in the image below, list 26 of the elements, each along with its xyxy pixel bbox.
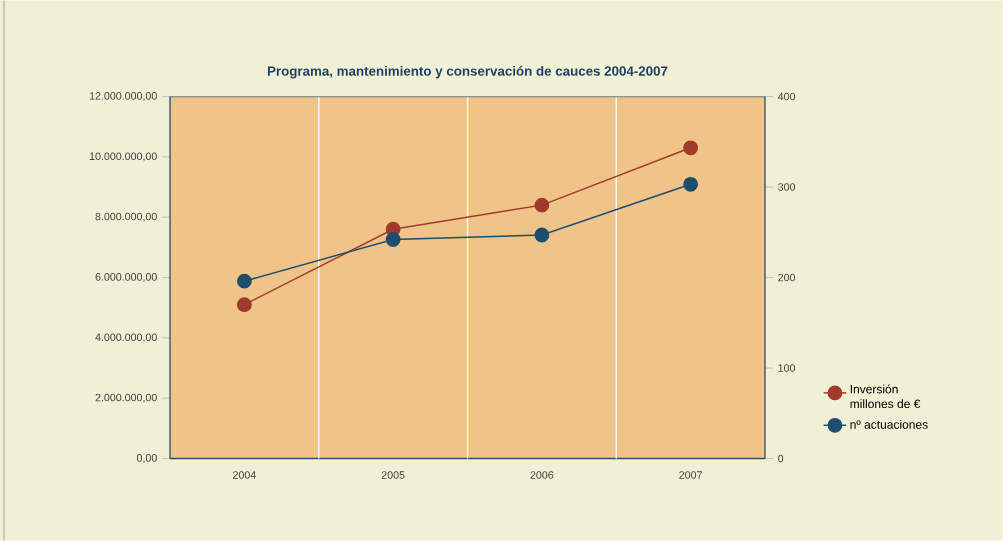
legend-label: Inversión millones de €	[850, 384, 921, 409]
point	[534, 197, 550, 213]
point	[683, 140, 699, 156]
y-tick-label: 4.000.000,00	[95, 333, 157, 343]
y-tick-label: 12.000.000,00	[89, 92, 157, 101]
point	[534, 227, 550, 243]
point	[236, 297, 252, 313]
point	[683, 176, 699, 192]
y-tick-label: 6.000.000,00	[95, 273, 157, 282]
y2-tick-label: 100	[778, 364, 796, 372]
point	[236, 273, 252, 289]
x-tick-label: 2005	[381, 471, 405, 479]
y-tick-label: 0,00	[136, 454, 157, 463]
x-tick-label: 2004	[233, 471, 256, 479]
x-tick-label: 2006	[530, 471, 554, 479]
y-tick-label: 2.000.000,00	[95, 393, 157, 403]
point	[385, 232, 401, 247]
y-tick-label: 10.000.000,00	[89, 152, 157, 162]
y-tick-label: 8.000.000,00	[95, 212, 157, 222]
y2-tick-label: 400	[777, 92, 796, 101]
x-tick-label: 2007	[679, 471, 702, 479]
legend-label: nº actuaciones	[850, 419, 928, 429]
y2-tick-label: 0	[778, 454, 784, 463]
chart-title: Programa, mantenimiento y conservación de cauces 2004-2007	[267, 65, 668, 79]
y2-tick-label: 300	[778, 183, 796, 191]
y2-tick-label: 200	[778, 273, 796, 282]
